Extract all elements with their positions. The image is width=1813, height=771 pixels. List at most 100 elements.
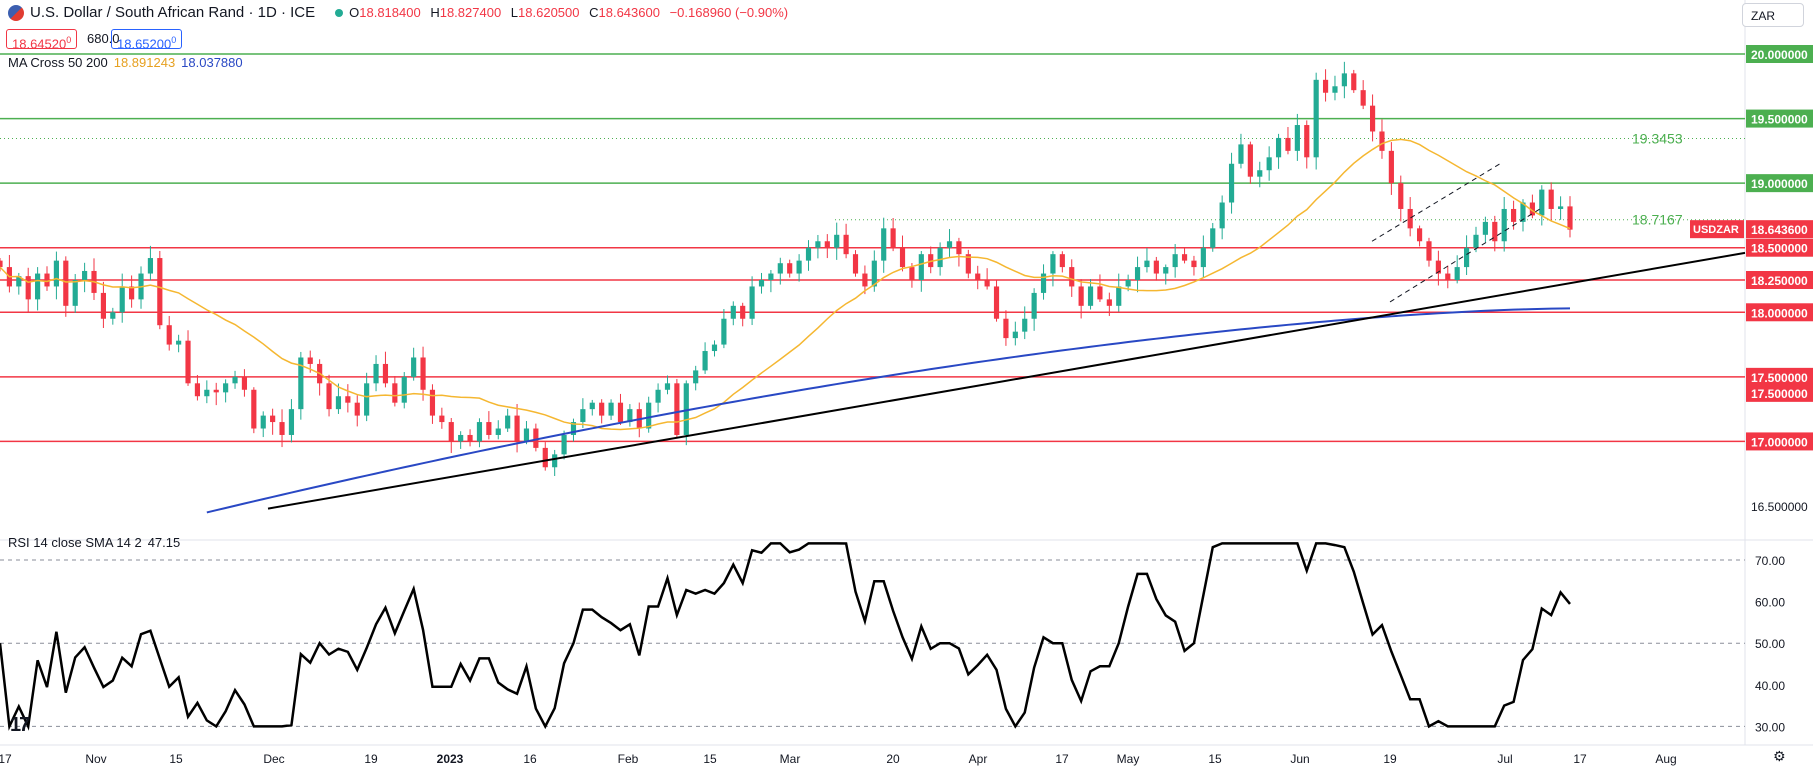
candle-up [1266, 157, 1272, 171]
rsi-name: RSI 14 close SMA 14 2 [8, 535, 142, 550]
candle-down [824, 241, 830, 248]
price-axis-label: 18.250000 [1751, 274, 1808, 288]
candle-down [1322, 79, 1329, 93]
candle-up [1134, 267, 1141, 280]
candle-up [495, 428, 501, 435]
time-axis-label: Mar [780, 752, 801, 766]
candle-up [1275, 137, 1282, 158]
candle-up [119, 286, 125, 313]
candle-up [655, 389, 661, 403]
tradingview-logo[interactable]: 17 [10, 714, 30, 736]
candle-up [693, 370, 699, 384]
candle-down [514, 415, 520, 442]
candle-down [448, 422, 454, 442]
gear-icon[interactable]: ⚙ [1773, 748, 1786, 764]
rsi-line [0, 542, 1571, 731]
candle-up [1228, 163, 1235, 203]
candle-down [1407, 208, 1413, 229]
candle-up [335, 396, 342, 410]
rsi-axis-label: 60.00 [1755, 596, 1785, 610]
candle-down [345, 396, 351, 403]
candle-down [956, 241, 962, 255]
candle-up [1257, 170, 1263, 177]
price-axis-label: 18.000000 [1751, 306, 1808, 320]
candle-down [984, 280, 990, 287]
price-axis-label: 20.000000 [1751, 48, 1808, 62]
candle-down [354, 402, 360, 416]
sell-price-box[interactable]: 18.645200 [6, 29, 78, 51]
dotted-level-label: 19.3453 [1632, 131, 1683, 147]
candle-down [392, 383, 398, 403]
candle-up [881, 228, 887, 261]
candle-up [1144, 260, 1150, 268]
candle-up [777, 263, 783, 274]
candle-up [232, 376, 238, 384]
candle-down [1445, 273, 1451, 280]
candle-down [740, 305, 746, 319]
candle-down [270, 415, 276, 423]
candle-down [1003, 318, 1009, 339]
time-axis-label: 15 [703, 752, 717, 766]
candle-up [401, 376, 407, 403]
ma50-line [0, 138, 1571, 431]
candle-down [307, 357, 313, 364]
candle-up [82, 270, 88, 280]
candle-up [796, 260, 802, 274]
candle-up [570, 422, 577, 435]
candle-up [946, 241, 953, 248]
candle-up [749, 286, 755, 319]
time-axis-label: 15 [1208, 752, 1222, 766]
candle-down [909, 267, 915, 280]
candle-down [1078, 286, 1084, 306]
candle-up [1163, 267, 1169, 274]
low-value: 18.620500 [518, 5, 580, 20]
candle-down [382, 363, 389, 384]
channel-lower [1389, 208, 1541, 303]
rsi-axis-label: 40.00 [1755, 679, 1785, 693]
time-axis-label: 16 [523, 752, 537, 766]
candle-up [364, 383, 370, 416]
candle-down [1398, 183, 1404, 209]
currency-selector[interactable]: ZAR [1742, 3, 1804, 27]
candle-down [1153, 260, 1159, 274]
candle-down [1388, 150, 1394, 184]
candle-up [1473, 234, 1479, 248]
price-axis-badge [1746, 383, 1813, 402]
time-axis-label: 17 [0, 752, 12, 766]
candle-down [993, 286, 1000, 319]
candle-up [16, 276, 22, 287]
candle-down [44, 273, 50, 287]
candle-down [1492, 221, 1498, 242]
candle-up [1341, 73, 1347, 87]
candle-up [373, 363, 379, 384]
time-axis-label: Dec [263, 752, 284, 766]
candle-down [862, 273, 868, 287]
candle-down [1351, 73, 1357, 91]
rsi-axis-label: 70.00 [1755, 554, 1785, 568]
candle-down [1304, 125, 1310, 158]
buy-price-box[interactable]: 18.652000 [111, 29, 183, 51]
candle-down [1191, 260, 1197, 268]
candle-up [768, 273, 774, 280]
candle-up [1022, 318, 1028, 332]
rsi-legend[interactable]: RSI 14 close SMA 14 2 47.15 [8, 535, 180, 550]
candle-up [1172, 254, 1178, 268]
candle-up [552, 454, 558, 468]
candle-down [674, 383, 680, 435]
candle-down [213, 389, 219, 393]
dotted-level-label: 18.7167 [1632, 212, 1683, 228]
candle-down [251, 389, 257, 429]
open-value: 18.818400 [359, 5, 421, 20]
candle-up [918, 254, 924, 280]
candle-up [1332, 86, 1338, 93]
ma-cross-legend[interactable]: MA Cross 50 200 18.891243 18.037880 [8, 55, 243, 70]
candle-up [411, 357, 417, 377]
symbol-title[interactable]: U.S. Dollar / South African Rand · 1D · … [30, 4, 316, 21]
price-axis-label: 18.500000 [1751, 242, 1808, 256]
candle-down [1369, 105, 1376, 132]
candle-down [533, 428, 539, 448]
candle-up [1210, 228, 1216, 248]
candle-down [1511, 208, 1517, 222]
candle-up [1125, 280, 1131, 287]
time-axis-label: 17 [1055, 752, 1069, 766]
